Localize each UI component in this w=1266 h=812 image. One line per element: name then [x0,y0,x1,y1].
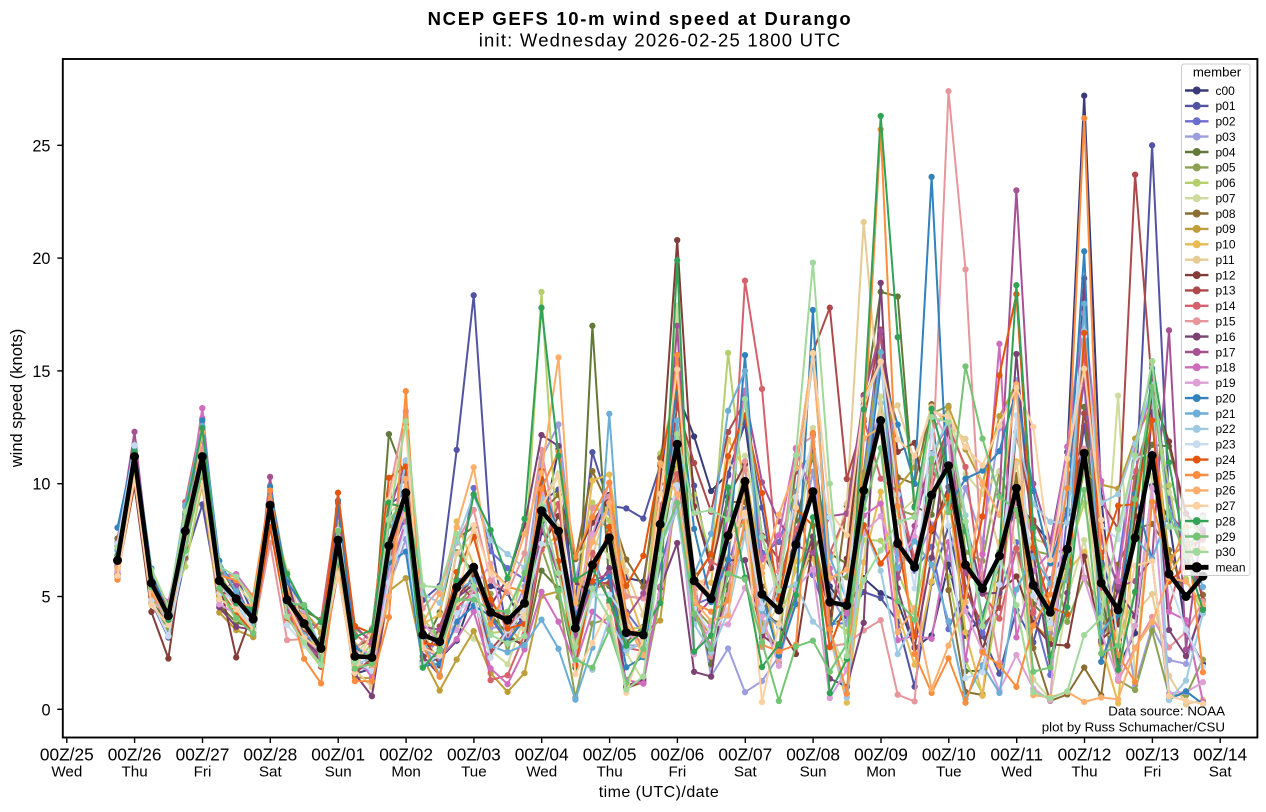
svg-text:p15: p15 [1216,315,1236,329]
svg-text:p14: p14 [1216,299,1236,313]
svg-text:p20: p20 [1216,391,1236,405]
svg-text:p28: p28 [1216,514,1236,528]
svg-text:00Z/07: 00Z/07 [718,745,772,765]
svg-text:Fri: Fri [194,764,212,781]
svg-text:p27: p27 [1216,499,1236,513]
svg-text:00Z/08: 00Z/08 [786,745,840,765]
svg-text:15: 15 [32,363,50,381]
svg-text:Wed: Wed [1001,764,1032,781]
svg-text:Fri: Fri [1144,764,1162,781]
svg-text:Tue: Tue [936,764,962,781]
svg-text:mean: mean [1216,561,1246,575]
svg-text:p12: p12 [1216,268,1236,282]
svg-text:25: 25 [32,137,50,155]
svg-text:p17: p17 [1216,345,1236,359]
svg-text:00Z/26: 00Z/26 [108,745,162,765]
svg-text:p19: p19 [1216,376,1236,390]
svg-text:p09: p09 [1216,222,1236,236]
svg-text:p06: p06 [1216,176,1236,190]
svg-text:p29: p29 [1216,530,1236,544]
svg-text:member: member [1193,65,1242,80]
svg-text:p16: p16 [1216,330,1236,344]
svg-text:00Z/05: 00Z/05 [583,745,637,765]
svg-text:Thu: Thu [122,764,148,781]
svg-text:plot by Russ Schumacher/CSU: plot by Russ Schumacher/CSU [1042,719,1225,734]
svg-text:p18: p18 [1216,361,1236,375]
svg-text:00Z/25: 00Z/25 [40,745,94,765]
svg-text:p30: p30 [1216,545,1236,559]
svg-text:p13: p13 [1216,284,1236,298]
svg-text:00Z/27: 00Z/27 [176,745,230,765]
svg-text:NCEP GEFS 10-m wind speed at D: NCEP GEFS 10-m wind speed at Durango [428,8,853,29]
svg-text:p05: p05 [1216,161,1236,175]
svg-text:p21: p21 [1216,407,1236,421]
svg-text:00Z/04: 00Z/04 [515,745,569,765]
svg-text:p10: p10 [1216,238,1236,252]
svg-text:00Z/02: 00Z/02 [379,745,433,765]
svg-text:p04: p04 [1216,145,1236,159]
svg-text:Thu: Thu [1071,764,1097,781]
svg-text:00Z/10: 00Z/10 [922,745,976,765]
svg-text:p22: p22 [1216,422,1236,436]
svg-text:Data source: NOAA: Data source: NOAA [1108,703,1225,718]
svg-text:p02: p02 [1216,115,1236,129]
svg-text:Wed: Wed [526,764,557,781]
svg-text:Sat: Sat [259,764,283,781]
svg-text:wind speed (knots): wind speed (knots) [8,329,26,469]
svg-text:00Z/06: 00Z/06 [650,745,704,765]
svg-text:00Z/28: 00Z/28 [243,745,297,765]
svg-text:00Z/12: 00Z/12 [1058,745,1112,765]
svg-text:20: 20 [32,250,50,268]
svg-text:p07: p07 [1216,192,1236,206]
svg-text:p26: p26 [1216,484,1236,498]
svg-text:00Z/11: 00Z/11 [990,745,1043,765]
svg-text:Mon: Mon [866,764,896,781]
svg-text:Mon: Mon [391,764,421,781]
svg-text:Sat: Sat [734,764,758,781]
svg-text:init: Wednesday 2026-02-25 180: init: Wednesday 2026-02-25 1800 UTC [479,30,842,51]
svg-text:Tue: Tue [461,764,487,781]
svg-text:p11: p11 [1216,253,1235,267]
svg-text:Fri: Fri [669,764,687,781]
svg-text:p25: p25 [1216,468,1236,482]
svg-text:00Z/03: 00Z/03 [447,745,501,765]
svg-text:c00: c00 [1216,84,1236,98]
svg-text:Sun: Sun [325,764,352,781]
svg-text:Thu: Thu [597,764,623,781]
svg-text:00Z/09: 00Z/09 [854,745,908,765]
svg-text:Sun: Sun [800,764,827,781]
svg-text:10: 10 [32,476,50,494]
svg-text:0: 0 [41,701,50,719]
svg-text:p08: p08 [1216,207,1236,221]
svg-text:p01: p01 [1216,99,1236,113]
svg-text:Sat: Sat [1209,764,1233,781]
svg-text:p24: p24 [1216,453,1236,467]
svg-text:p03: p03 [1216,130,1236,144]
svg-text:p23: p23 [1216,438,1236,452]
svg-text:time (UTC)/date: time (UTC)/date [599,784,720,801]
svg-text:Wed: Wed [51,764,82,781]
svg-text:00Z/13: 00Z/13 [1125,745,1179,765]
svg-text:00Z/14: 00Z/14 [1193,745,1247,765]
svg-text:5: 5 [41,589,50,607]
svg-text:00Z/01: 00Z/01 [311,745,365,765]
